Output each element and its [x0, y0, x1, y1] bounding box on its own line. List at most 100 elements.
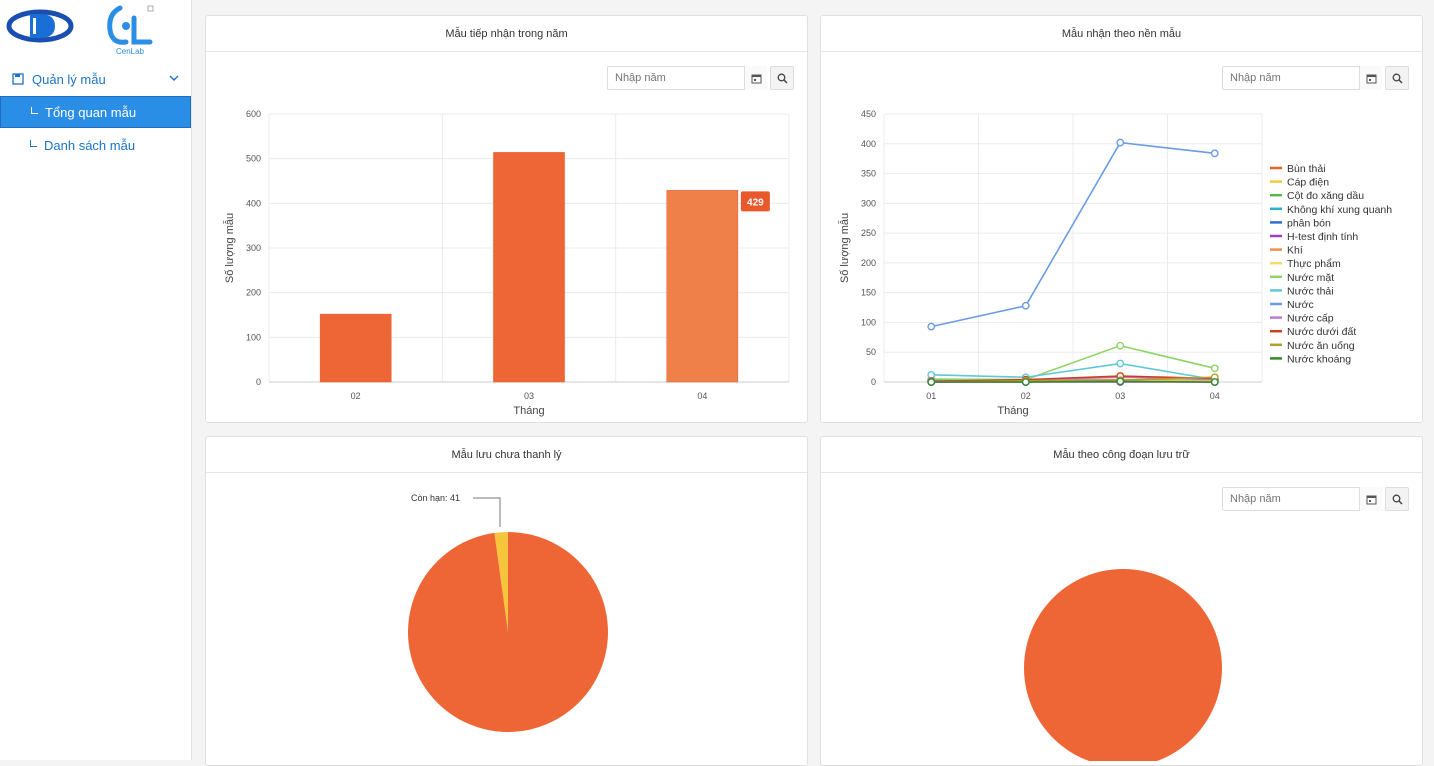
cenlab-l-icon [131, 15, 153, 45]
data-point [1210, 364, 1219, 373]
sidebar-item-overview[interactable]: Tổng quan mẫu [0, 96, 191, 128]
sidebar: CenLab Quản lý mẫu Tổng quan mẫu Danh sá… [0, 0, 192, 760]
y-tick-label: 0 [256, 377, 261, 387]
y-tick-label: 200 [861, 258, 876, 268]
series-line [931, 344, 1215, 381]
y-tick-label: 250 [861, 228, 876, 238]
panel-title: Mẫu theo công đoạn lưu trữ [821, 437, 1422, 473]
sidebar-item-label: Tổng quan mẫu [45, 104, 137, 120]
y-tick-label: 150 [861, 288, 876, 298]
data-point [1116, 359, 1125, 368]
legend-label: Không khí xung quanh [1287, 204, 1392, 216]
legend-label: Nước ăn uống [1287, 340, 1355, 352]
y-tick-label: 500 [246, 154, 261, 164]
legend-label: Nước [1287, 299, 1314, 311]
bar [493, 152, 565, 383]
calendar-icon[interactable] [744, 66, 767, 90]
legend-label: Cột đo xăng dầu [1287, 190, 1364, 202]
data-point [1116, 138, 1125, 147]
y-tick-label: 50 [866, 347, 876, 357]
y-tick-label: 300 [861, 198, 876, 208]
y-axis-title: Số lượng mẫu [223, 213, 236, 283]
data-point [1210, 378, 1219, 386]
year-filter [1222, 487, 1409, 511]
pie-slice [407, 532, 608, 732]
line-chart: 0 50 100 150 200 250 300 350 400 450 01 02 03 04 Bùn t… [838, 109, 1392, 417]
pie-slice [1024, 569, 1222, 761]
panel-title: Mẫu tiếp nhận trong năm [206, 16, 807, 52]
data-point [1116, 341, 1125, 350]
data-point [1116, 377, 1125, 386]
series-line [931, 380, 1215, 383]
y-tick-label: 0 [871, 377, 876, 387]
x-tick-label: 03 [524, 391, 534, 401]
sidebar-item-sample-list[interactable]: Danh sách mẫu [0, 129, 191, 161]
brand-logos[interactable]: CenLab [0, 0, 192, 62]
sidebar-item-label: Danh sách mẫu [44, 137, 136, 153]
pie-slice [494, 532, 508, 632]
sub-item-bullet-icon [30, 139, 37, 147]
search-button[interactable] [1385, 487, 1409, 511]
legend-label: Thực phẩm [1287, 258, 1341, 270]
data-point [927, 378, 936, 386]
y-tick-label: 600 [246, 109, 261, 119]
search-icon [777, 73, 788, 84]
legend-label: Nước khoáng [1287, 353, 1351, 365]
legend-label: Nước dưới đất [1287, 326, 1356, 338]
sub-item-bullet-icon [31, 106, 38, 114]
panel-samples-by-storage-stage: Mẫu theo công đoạn lưu trữ [820, 436, 1423, 766]
x-tick-label: 01 [926, 391, 936, 401]
series-line [931, 375, 1215, 383]
y-tick-label: 100 [246, 332, 261, 342]
calendar-icon[interactable] [1359, 487, 1382, 511]
panel-title: Mẫu nhận theo nền mẫu [821, 16, 1422, 52]
bar [319, 313, 392, 383]
y-tick-label: 400 [246, 198, 261, 208]
x-axis-title: Tháng [997, 405, 1028, 417]
y-tick-label: 400 [861, 139, 876, 149]
d-logo-icon [30, 14, 55, 38]
legend-label: Nước thải [1287, 285, 1334, 297]
calendar-icon[interactable] [1359, 66, 1382, 90]
menu-group-sample-management[interactable]: Quản lý mẫu [0, 66, 191, 92]
search-button[interactable] [1385, 66, 1409, 90]
year-input[interactable] [1222, 487, 1382, 511]
panel-unliquidated-samples: Mẫu lưu chưa thanh lý Còn hạn: 41Hết hạn… [205, 436, 808, 766]
search-button[interactable] [770, 66, 794, 90]
x-tick-label: 04 [1210, 391, 1220, 401]
legend-label: Khí [1287, 245, 1303, 257]
panel-title: Mẫu lưu chưa thanh lý [206, 437, 807, 473]
data-point [1210, 149, 1219, 158]
search-icon [1392, 73, 1403, 84]
legend-label: Nước cấp [1287, 313, 1334, 325]
data-point [1021, 301, 1030, 310]
panel-samples-by-matrix: Mẫu nhận theo nền mẫu 0 50 100 150 200 250 300… [820, 15, 1423, 423]
panel-samples-received: Mẫu tiếp nhận trong năm 0 100 200 300 400 500… [205, 15, 808, 423]
logo-area: CenLab [0, 0, 192, 62]
year-filter [607, 66, 794, 90]
legend-label: H-test định tính [1287, 231, 1358, 243]
menu-group-label: Quản lý mẫu [32, 71, 106, 87]
x-tick-label: 04 [697, 391, 707, 401]
year-filter [1222, 66, 1409, 90]
chevron-down-icon [169, 75, 179, 81]
data-point [1021, 378, 1030, 386]
year-input[interactable] [607, 66, 767, 90]
search-icon [1392, 494, 1403, 505]
pie-label: Còn hạn: 41 [411, 493, 460, 503]
y-tick-label: 350 [861, 169, 876, 179]
series-line [931, 362, 1215, 381]
y-tick-label: 100 [861, 317, 876, 327]
series-line [931, 141, 1215, 328]
label-leader-line [473, 497, 501, 527]
legend-label: Bùn thải [1287, 163, 1326, 175]
value-tooltip [740, 191, 770, 212]
value-tooltip-label: 429 [747, 197, 764, 208]
year-input[interactable] [1222, 66, 1382, 90]
bar [666, 190, 739, 383]
x-axis-title: Tháng [513, 405, 544, 417]
x-tick-label: 03 [1115, 391, 1125, 401]
y-tick-label: 450 [861, 109, 876, 119]
bar-chart: 0 100 200 300 400 500 600 02 03 04 429 Tháng Số lượn… [223, 109, 790, 417]
legend-label: Nước mặt [1287, 272, 1334, 284]
